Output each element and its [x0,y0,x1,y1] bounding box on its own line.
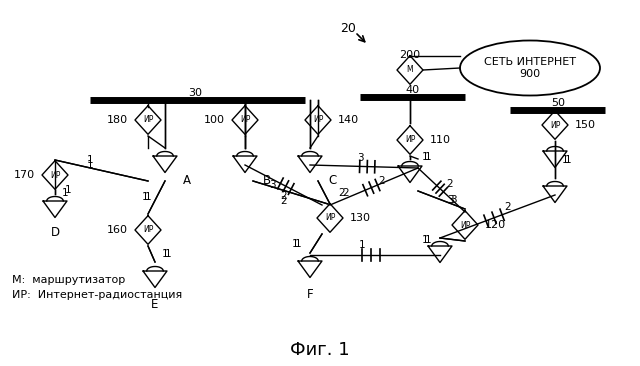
Text: 3: 3 [356,153,364,163]
Text: 2: 2 [505,202,511,212]
Text: E: E [151,299,159,311]
Text: 160: 160 [107,225,128,235]
Text: ИР: ИР [240,116,250,124]
Text: 1: 1 [425,152,431,162]
Text: 150: 150 [575,120,596,130]
Text: 1: 1 [294,239,301,249]
Text: 1: 1 [86,155,93,165]
Text: F: F [307,288,314,302]
Text: C: C [328,173,336,187]
Text: 170: 170 [14,170,35,180]
Text: М:  маршрутизатор: М: маршрутизатор [12,275,125,285]
Text: 1: 1 [421,235,428,245]
Text: 1: 1 [425,235,431,245]
Text: ИР: ИР [460,220,470,229]
Text: 2: 2 [447,179,453,189]
Text: 1: 1 [61,188,68,198]
Text: 140: 140 [338,115,359,125]
Text: 2: 2 [379,176,385,186]
Text: D: D [51,227,60,239]
Text: 1: 1 [162,249,168,259]
Text: 20: 20 [340,22,356,34]
Text: 30: 30 [188,88,202,98]
Text: 50: 50 [551,98,565,108]
Text: ИР: ИР [325,213,335,223]
Text: 100: 100 [204,115,225,125]
Text: ИР: ИР [50,171,60,179]
Text: 2: 2 [281,191,287,201]
Text: ИР:  Интернет-радиостанция: ИР: Интернет-радиостанция [12,290,182,300]
Text: ИР: ИР [143,116,153,124]
Text: 2: 2 [339,188,346,198]
Text: 40: 40 [405,85,419,95]
Text: 3: 3 [450,195,456,205]
Text: 120: 120 [485,220,506,230]
Text: 1: 1 [86,160,93,170]
Text: М: М [406,66,413,75]
Text: ИР: ИР [550,120,560,130]
Text: 1: 1 [165,249,172,259]
Text: Фиг. 1: Фиг. 1 [290,341,350,359]
Text: 1: 1 [422,152,428,162]
Text: СЕТЬ ИНТЕРНЕТ
900: СЕТЬ ИНТЕРНЕТ 900 [484,57,576,79]
Text: 110: 110 [430,135,451,145]
Text: 130: 130 [350,213,371,223]
Text: 3: 3 [447,195,453,205]
Text: 180: 180 [107,115,128,125]
Text: 200: 200 [399,50,420,60]
Text: 3: 3 [269,180,275,190]
Text: A: A [183,173,191,187]
Text: ИР: ИР [143,225,153,235]
Text: 2: 2 [281,196,287,206]
Text: 1: 1 [65,185,72,195]
Text: 1: 1 [145,192,151,202]
Text: 1: 1 [291,239,298,249]
Text: 2: 2 [342,188,349,198]
Text: 1: 1 [562,155,568,165]
Text: 1: 1 [565,155,572,165]
Text: 1: 1 [141,192,148,202]
Text: 1: 1 [358,240,365,250]
Text: ИР: ИР [313,116,323,124]
Text: ИР: ИР [405,135,415,145]
Text: B: B [263,173,271,187]
